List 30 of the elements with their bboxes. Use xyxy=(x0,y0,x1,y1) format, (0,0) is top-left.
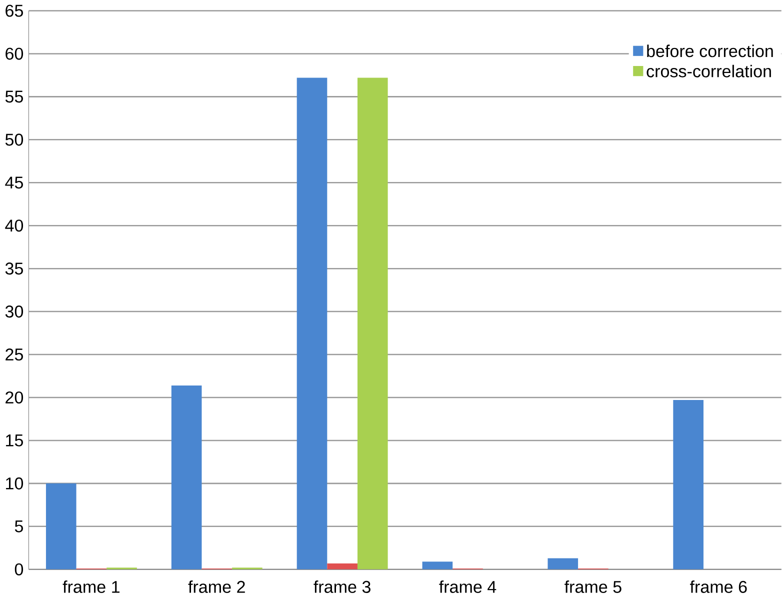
bar xyxy=(171,386,202,570)
legend-label: cross-correlation xyxy=(646,64,771,78)
x-tick-label: frame 3 xyxy=(314,580,370,594)
bar xyxy=(46,484,76,570)
bar xyxy=(422,562,453,570)
bar xyxy=(357,78,388,570)
x-tick-label: frame 1 xyxy=(62,580,120,594)
y-tick-label: 60 xyxy=(6,48,24,60)
y-tick-label: 65 xyxy=(6,4,23,17)
x-tick-label: frame 5 xyxy=(564,580,622,594)
y-tick-label: 0 xyxy=(14,563,24,576)
x-tick-label: frame 2 xyxy=(188,580,245,594)
bar xyxy=(673,400,704,570)
bar xyxy=(327,564,358,570)
bar xyxy=(296,78,328,570)
y-tick-label: 30 xyxy=(5,306,24,318)
y-tick-label: 15 xyxy=(6,434,23,447)
y-tick-label: 10 xyxy=(6,478,24,490)
legend-label: before correction xyxy=(647,44,773,58)
y-tick-label: 45 xyxy=(5,176,23,189)
x-tick-label: frame 4 xyxy=(439,580,496,594)
y-tick-label: 25 xyxy=(6,348,23,361)
y-tick-label: 40 xyxy=(5,220,24,232)
bar xyxy=(548,558,578,570)
x-tick-label: frame 6 xyxy=(690,580,747,594)
y-tick-label: 5 xyxy=(14,520,23,532)
y-tick-label: 55 xyxy=(5,90,23,103)
y-tick-label: 50 xyxy=(5,134,24,146)
y-tick-label: 20 xyxy=(6,392,24,404)
y-tick-label: 35 xyxy=(5,262,23,275)
